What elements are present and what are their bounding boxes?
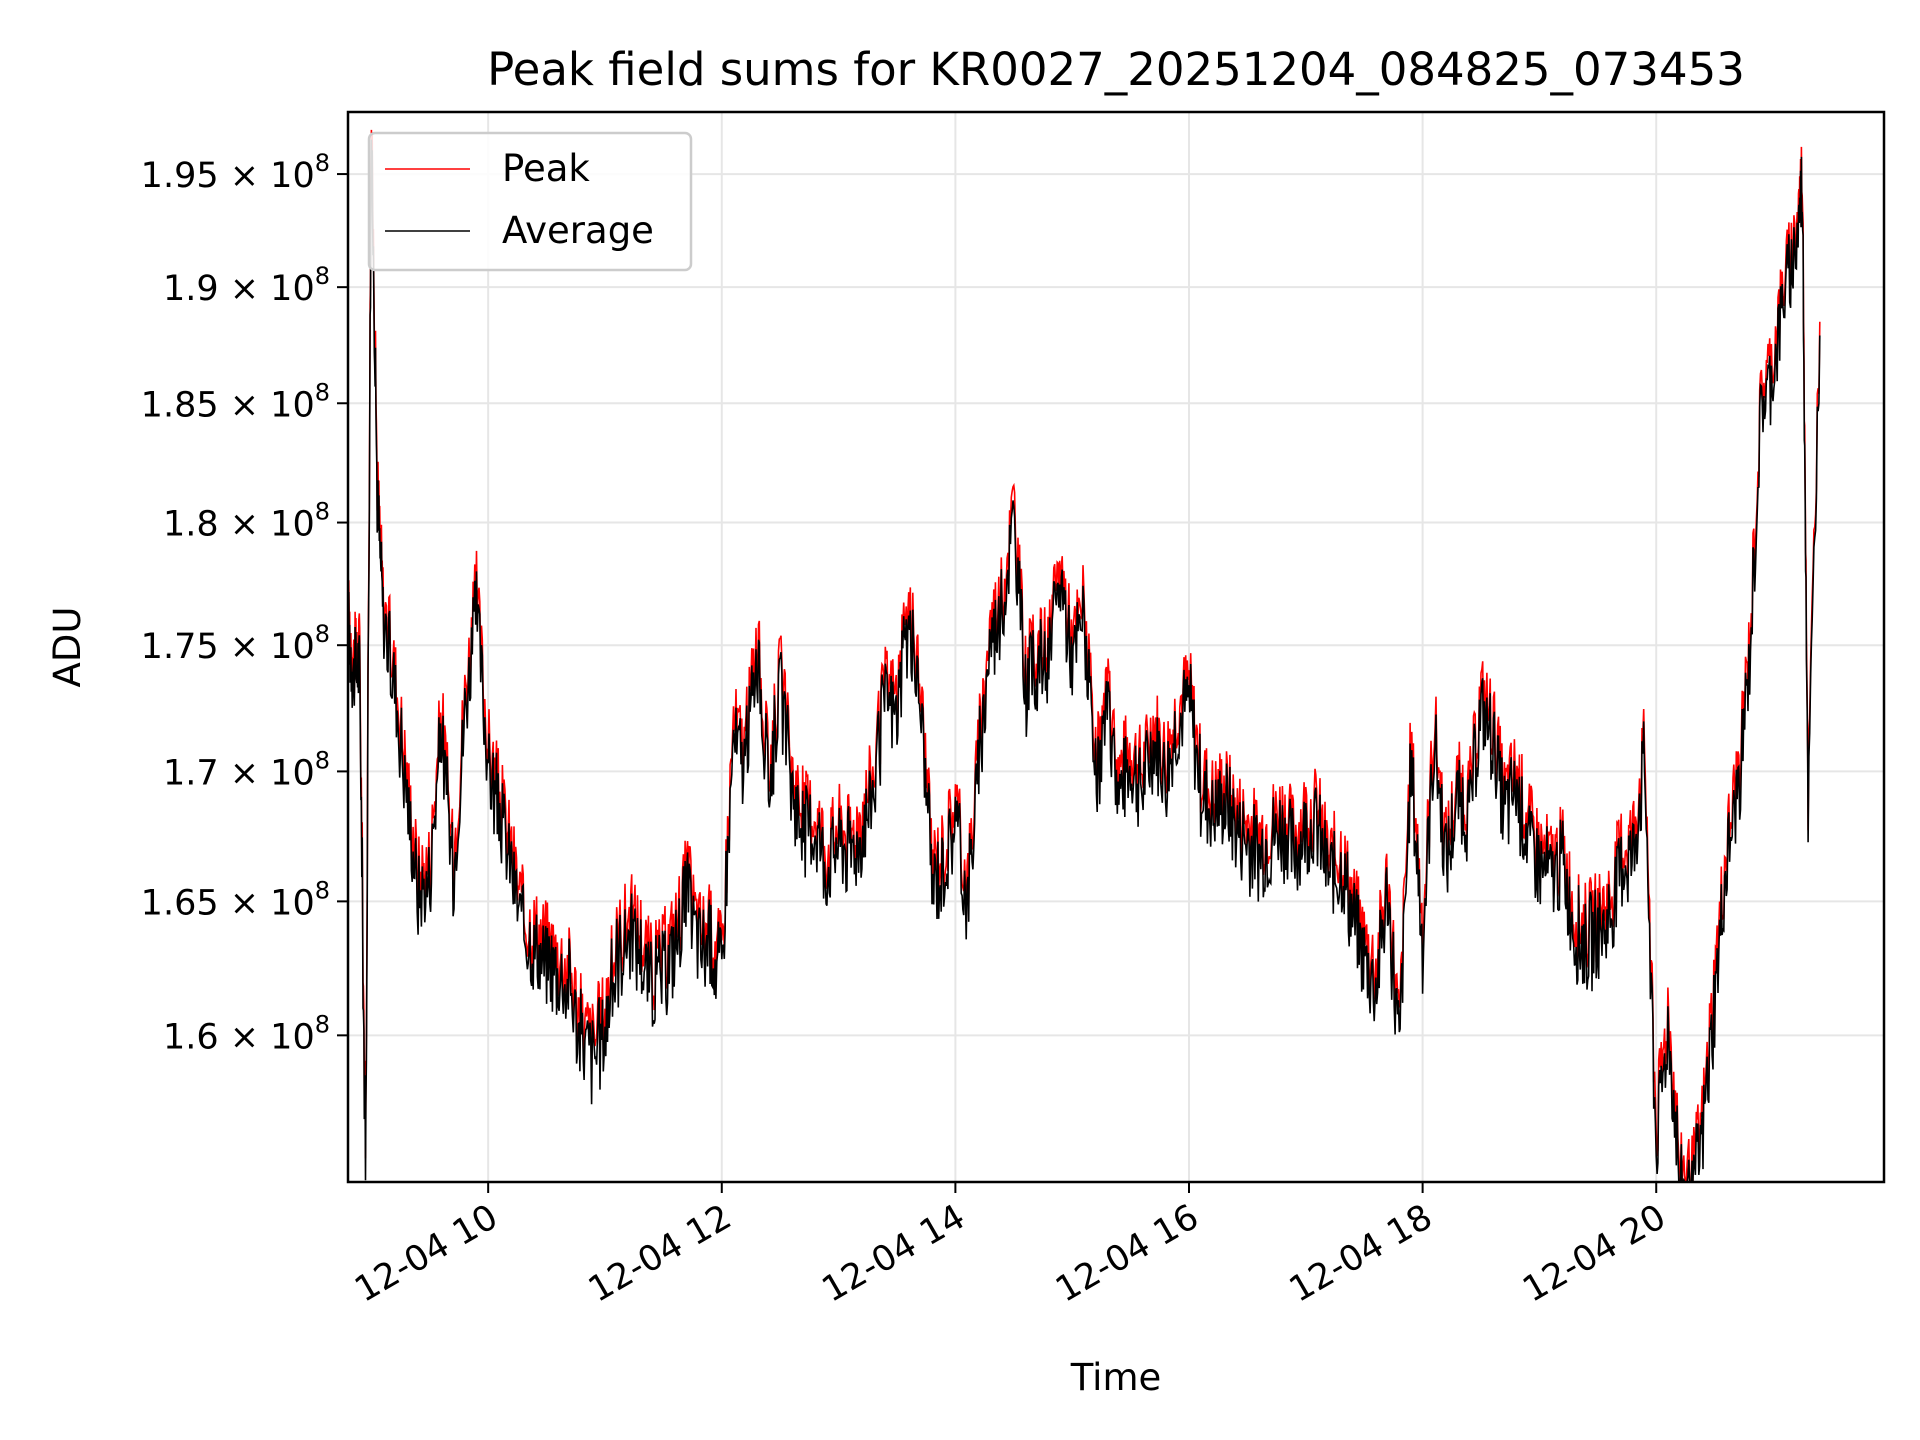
y-tick-mantissa: 1.95 × 10 — [141, 156, 315, 196]
y-tick-mantissa: 1.7 × 10 — [163, 753, 315, 793]
y-tick-label: 1.75 × 108 — [141, 620, 330, 667]
y-tick-label: 1.65 × 108 — [141, 876, 330, 923]
x-axis-label: Time — [1070, 1356, 1162, 1399]
y-tick-mantissa: 1.65 × 10 — [141, 883, 315, 923]
legend-box — [367, 131, 693, 272]
y-tick-label: 1.95 × 108 — [141, 149, 330, 196]
series-average-line — [348, 139, 1821, 1182]
y-tick-exponent: 8 — [315, 378, 330, 406]
legend-peak-label: Peak — [502, 147, 590, 190]
plot-frame — [346, 110, 1886, 1184]
y-tick-exponent: 8 — [315, 498, 330, 526]
legend-average-label: Average — [502, 209, 654, 252]
y-tick-exponent: 8 — [315, 149, 330, 177]
legend: Peak Average — [367, 131, 693, 272]
y-tick-label: 1.85 × 108 — [141, 378, 330, 425]
y-tick-exponent: 8 — [315, 746, 330, 774]
y-tick-label: 1.6 × 108 — [163, 1010, 330, 1057]
data-layer — [348, 129, 1821, 1182]
y-tick-mantissa: 1.85 × 10 — [141, 385, 315, 425]
chart-title: Peak field sums for KR0027_20251204_0848… — [487, 43, 1745, 96]
y-tick-mantissa: 1.9 × 10 — [163, 269, 315, 309]
y-tick-exponent: 8 — [315, 876, 330, 904]
y-tick-mantissa: 1.75 × 10 — [141, 627, 315, 667]
y-tick-label: 1.7 × 108 — [163, 746, 330, 793]
y-tick-exponent: 8 — [315, 262, 330, 290]
y-tick-mantissa: 1.8 × 10 — [163, 505, 315, 545]
y-tick-exponent: 8 — [315, 620, 330, 648]
y-tick-label: 1.9 × 108 — [163, 262, 330, 309]
y-tick-label: 1.8 × 108 — [163, 498, 330, 545]
y-tick-exponent: 8 — [315, 1010, 330, 1038]
y-tick-mantissa: 1.6 × 10 — [163, 1017, 315, 1057]
y-axis-label: ADU — [46, 607, 89, 688]
grid — [348, 112, 1884, 1182]
